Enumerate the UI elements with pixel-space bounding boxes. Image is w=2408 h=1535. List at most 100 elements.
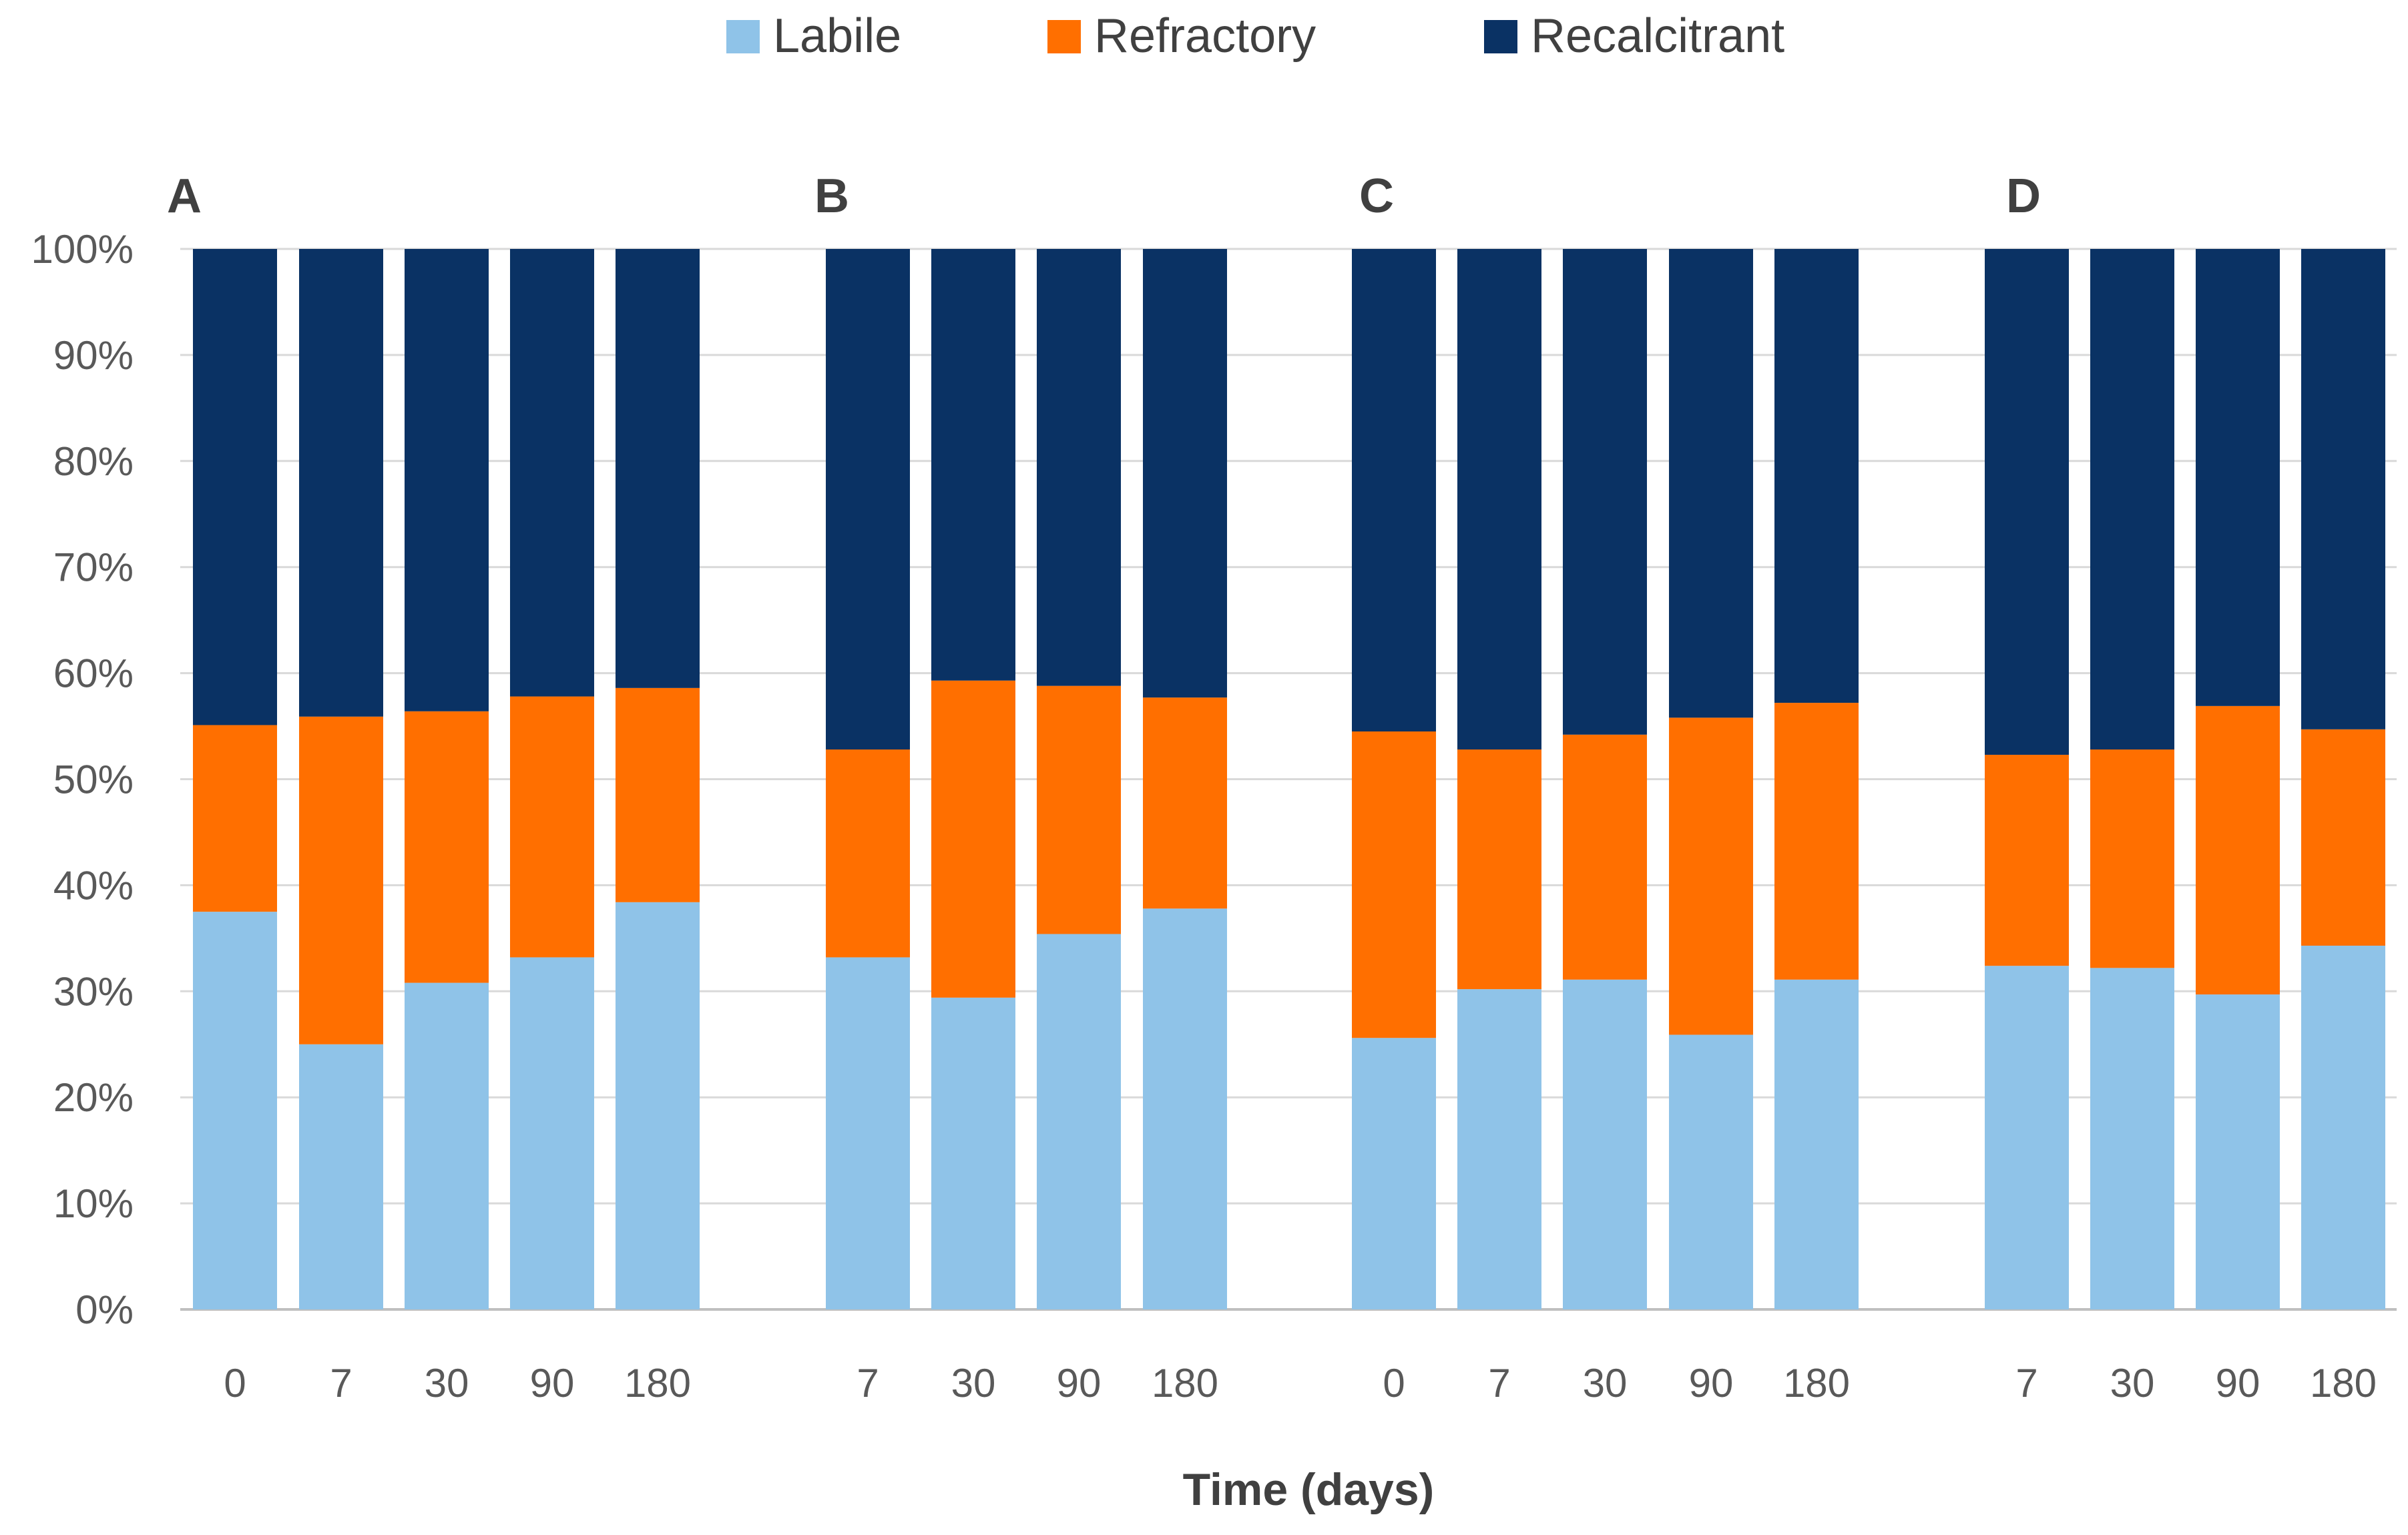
legend-label-recalcitrant: Recalcitrant <box>1531 9 1784 63</box>
x-tick-label: 90 <box>2216 1361 2260 1406</box>
bar-b-30-refractory <box>931 680 1015 998</box>
bar-a-30-recalcitrant <box>405 249 489 711</box>
bar-a-90-labile <box>510 957 594 1309</box>
panel-label: C <box>1359 170 1394 223</box>
bar-a-180-labile <box>616 902 700 1309</box>
bar-b-90-labile <box>1037 934 1121 1309</box>
bar-b-90-refractory <box>1037 685 1121 934</box>
x-axis: 0 7 30 90 180 7 30 90 180 0 7 30 90 180 7 30 90 180 <box>224 1361 2377 1406</box>
y-tick-label: 80% <box>53 439 134 484</box>
x-tick-label: 7 <box>2015 1361 2037 1406</box>
y-tick-label: 60% <box>53 651 134 696</box>
bar-a-30-labile <box>405 982 489 1309</box>
bar-d-30-labile <box>2090 968 2174 1309</box>
panel-label: A <box>167 170 202 223</box>
y-axis: 0% 10% 20% 30% 40% 50% 60% 70% 80% 90% 100% <box>31 227 134 1332</box>
bar-c-0-recalcitrant <box>1352 249 1436 731</box>
bar-a-90-refractory <box>510 696 594 958</box>
x-tick-label: 30 <box>2110 1361 2155 1406</box>
panel-label: D <box>2006 170 2041 223</box>
bar-b-180-labile <box>1143 908 1227 1309</box>
x-tick-label: 7 <box>857 1361 879 1406</box>
x-axis-title: Time (days) <box>1183 1464 1435 1515</box>
bar-b-30-recalcitrant <box>931 249 1015 681</box>
x-tick-label: 7 <box>330 1361 352 1406</box>
bar-b-180-recalcitrant <box>1143 249 1227 698</box>
x-tick-label: 90 <box>1057 1361 1102 1406</box>
bar-b-30-labile <box>931 997 1015 1309</box>
x-tick-label: 90 <box>530 1361 575 1406</box>
y-tick-label: 90% <box>53 333 134 378</box>
y-tick-label: 0% <box>75 1287 134 1332</box>
bar-c-90-labile <box>1669 1034 1753 1309</box>
bar-d-180-refractory <box>2301 729 2385 946</box>
y-tick-label: 100% <box>31 227 134 272</box>
bars <box>193 249 2385 1309</box>
legend-label-refractory: Refractory <box>1094 9 1316 63</box>
bar-d-90-recalcitrant <box>2196 249 2280 706</box>
x-tick-label: 7 <box>1488 1361 1510 1406</box>
bar-d-30-recalcitrant <box>2090 249 2174 750</box>
x-tick-label: 180 <box>1152 1361 1218 1406</box>
bar-c-180-refractory <box>1774 703 1859 980</box>
x-tick-label: 30 <box>425 1361 469 1406</box>
panel-c <box>1352 249 1859 1309</box>
bar-c-30-labile <box>1563 979 1647 1309</box>
x-tick-label: 0 <box>1383 1361 1405 1406</box>
bar-c-30-recalcitrant <box>1563 249 1647 735</box>
bar-a-0-refractory <box>193 725 277 912</box>
bar-a-180-refractory <box>616 687 700 902</box>
bar-b-180-refractory <box>1143 697 1227 909</box>
y-tick-label: 30% <box>53 969 134 1014</box>
panel-b <box>826 249 1227 1309</box>
x-tick-label: 180 <box>624 1361 691 1406</box>
legend: Labile Refractory Recalcitrant <box>726 9 1784 63</box>
bar-b-7-labile <box>826 957 910 1309</box>
bar-d-90-refractory <box>2196 705 2280 995</box>
y-tick-label: 20% <box>53 1075 134 1120</box>
bar-d-7-refractory <box>1985 754 2069 966</box>
bar-d-90-labile <box>2196 994 2280 1309</box>
panel-labels: A B C D <box>167 170 2041 223</box>
x-tick-label: 30 <box>951 1361 996 1406</box>
panel-label: B <box>814 170 849 223</box>
panel-d <box>1985 249 2385 1309</box>
bar-a-7-labile <box>299 1044 383 1309</box>
bar-a-7-refractory <box>299 716 383 1044</box>
bar-a-180-recalcitrant <box>616 249 700 688</box>
bar-d-30-refractory <box>2090 749 2174 968</box>
bar-a-0-recalcitrant <box>193 249 277 725</box>
y-tick-label: 40% <box>53 863 134 908</box>
bar-d-7-labile <box>1985 966 2069 1309</box>
y-tick-label: 50% <box>53 757 134 802</box>
bar-b-7-recalcitrant <box>826 249 910 750</box>
bar-c-30-refractory <box>1563 734 1647 980</box>
bar-c-7-recalcitrant <box>1457 249 1541 750</box>
bar-c-7-labile <box>1457 989 1541 1309</box>
legend-label-labile: Labile <box>773 9 901 63</box>
legend-swatch-refractory <box>1047 20 1081 53</box>
bar-d-7-recalcitrant <box>1985 249 2069 755</box>
x-tick-label: 30 <box>1583 1361 1628 1406</box>
bar-a-90-recalcitrant <box>510 249 594 697</box>
bar-c-0-refractory <box>1352 731 1436 1038</box>
bar-b-7-refractory <box>826 749 910 958</box>
x-tick-label: 180 <box>2310 1361 2377 1406</box>
bar-c-180-labile <box>1774 979 1859 1309</box>
bar-d-180-labile <box>2301 945 2385 1309</box>
bar-c-90-recalcitrant <box>1669 249 1753 718</box>
bar-b-90-recalcitrant <box>1037 249 1121 686</box>
bar-a-0-labile <box>193 912 277 1309</box>
x-tick-label: 0 <box>224 1361 246 1406</box>
x-tick-label: 180 <box>1783 1361 1850 1406</box>
bar-c-7-refractory <box>1457 749 1541 990</box>
bar-c-90-refractory <box>1669 717 1753 1035</box>
bar-a-7-recalcitrant <box>299 249 383 717</box>
y-tick-label: 10% <box>53 1181 134 1226</box>
bar-a-30-refractory <box>405 711 489 983</box>
bar-c-180-recalcitrant <box>1774 249 1859 703</box>
bar-d-180-recalcitrant <box>2301 249 2385 729</box>
x-tick-label: 90 <box>1689 1361 1734 1406</box>
legend-swatch-labile <box>726 20 760 53</box>
